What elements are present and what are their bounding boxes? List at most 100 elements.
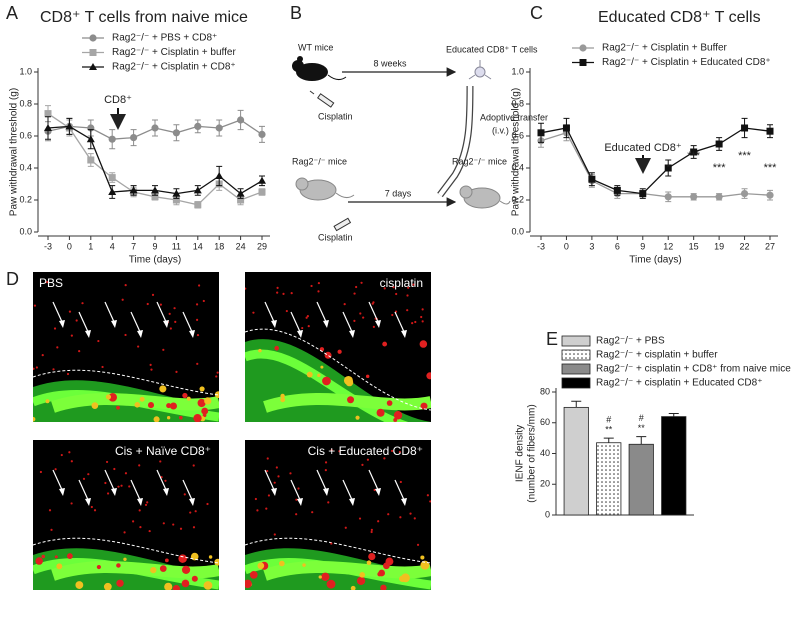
y-axis-label: IENF density: [515, 425, 526, 482]
nerve-fiber: [295, 513, 298, 516]
nerve-fiber: [407, 286, 410, 289]
nerve-fiber: [387, 513, 390, 516]
pointer-head: [59, 488, 65, 496]
nerve-fiber: [93, 509, 97, 512]
nerve-fiber: [307, 325, 310, 328]
tissue-red: [116, 405, 120, 410]
nerve-fiber: [285, 309, 288, 313]
significance: ***: [764, 162, 778, 174]
nerve-fiber: [196, 333, 200, 337]
nerve-fiber: [311, 511, 314, 514]
nerve-fiber: [33, 304, 37, 307]
nerve-fiber: [81, 302, 84, 305]
nerve-fiber: [399, 480, 402, 484]
nerve-fiber: [66, 372, 70, 376]
nerve-fiber: [174, 320, 177, 323]
nerve-fiber: [289, 472, 292, 475]
nerve-fiber: [78, 350, 81, 353]
marker: [151, 186, 159, 194]
tissue-red: [318, 575, 322, 579]
nerve-fiber: [189, 511, 192, 514]
diagram-label: Rag2⁻/⁻ mice: [452, 156, 507, 166]
nerve-fiber: [373, 488, 376, 492]
pointer-head: [271, 488, 277, 496]
marker: [258, 188, 266, 196]
y-tick-label: 0.4: [511, 162, 524, 172]
chart-title: Educated CD8⁺ T cells: [598, 9, 761, 26]
x-tick-label: 27: [765, 241, 775, 251]
tissue-red: [197, 398, 206, 408]
nerve-fiber: [206, 502, 209, 506]
pointer-arrow: [52, 301, 64, 325]
x-tick-label: 19: [714, 241, 724, 251]
nerve-fiber: [139, 526, 142, 529]
pointer-arrow: [316, 301, 328, 325]
marker: [193, 186, 202, 194]
micrograph-label: PBS: [39, 276, 63, 290]
nerve-fiber: [90, 505, 93, 509]
nerve-fiber: [53, 327, 57, 330]
pointer-arrow: [78, 311, 90, 335]
nerve-fiber: [216, 371, 219, 374]
bar: [628, 443, 654, 516]
tissue-red: [181, 579, 190, 588]
micrograph-label: Cis + Educated CD8⁺: [308, 444, 423, 458]
marker: [562, 124, 570, 132]
legend-label: Rag2⁻/⁻ + cisplatin + buffer: [596, 350, 718, 361]
micrograph: PBS: [33, 272, 219, 422]
nerve-fiber: [330, 542, 333, 545]
series-line: [540, 127, 771, 195]
tissue-red: [182, 392, 188, 399]
diagram-label: Educated CD8⁺ T cells: [446, 44, 538, 54]
nerve-fiber: [383, 287, 386, 290]
pointer-arrow: [264, 469, 276, 493]
basement-membrane: [33, 369, 219, 396]
nerve-fiber: [267, 494, 271, 497]
pointer-head: [297, 330, 303, 338]
tissue-red: [347, 396, 355, 404]
nerve-fiber: [97, 339, 100, 343]
nerve-fiber: [132, 520, 135, 523]
nerve-fiber: [117, 485, 120, 488]
nerve-fiber: [50, 528, 53, 531]
tissue-red: [326, 579, 336, 589]
nerve-fiber: [192, 464, 195, 467]
tissue-red: [96, 564, 101, 570]
tissue-red: [159, 565, 167, 572]
y-tick-label: 0.6: [19, 130, 32, 140]
tissue: [245, 449, 431, 590]
nerve-fiber: [245, 287, 247, 290]
nerve-fiber: [265, 507, 268, 510]
nerve-fiber: [301, 326, 304, 330]
nerve-fiber: [355, 285, 358, 289]
nerve-fiber: [343, 303, 346, 306]
pointer-head: [163, 320, 169, 328]
annotation: Educated CD8⁺: [604, 142, 682, 154]
nerve-fiber: [82, 477, 86, 480]
nerve-fiber: [56, 346, 59, 349]
basement-membrane: [245, 537, 431, 564]
y-tick-label: 0.4: [19, 162, 32, 172]
nerve-fiber: [372, 301, 375, 304]
tissue-red: [147, 402, 155, 409]
tissue-red: [116, 579, 124, 587]
legend-swatch: [561, 335, 591, 347]
tissue-red: [365, 374, 370, 379]
tissue-red: [245, 579, 252, 589]
marker: [258, 176, 266, 184]
marker: [740, 190, 749, 198]
nerve-fiber: [35, 366, 39, 369]
legend-label: Rag2⁻/⁻ + PBS: [596, 336, 665, 347]
nerve-fiber: [39, 470, 43, 474]
marker: [172, 196, 180, 204]
pointer-arrow: [182, 479, 194, 503]
diagram-label: Adoptive transfer: [480, 112, 548, 122]
pointer-head: [323, 488, 329, 496]
tissue-red: [279, 560, 285, 567]
error-bar: [668, 413, 679, 417]
nerve-fiber: [52, 368, 55, 371]
y-tick-label: 0.8: [511, 98, 524, 108]
tissue-red: [321, 572, 330, 581]
nerve-fiber: [290, 292, 293, 295]
nerve-fiber: [398, 450, 402, 454]
